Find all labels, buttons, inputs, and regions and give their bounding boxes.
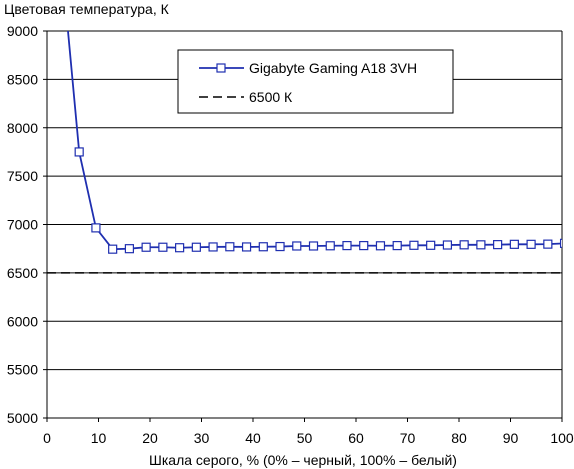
y-tick-label-6000: 6000 bbox=[7, 313, 38, 329]
x-tick-label-10: 10 bbox=[91, 430, 107, 446]
x-tick-label-50: 50 bbox=[297, 430, 313, 446]
data-point-4 bbox=[141, 242, 151, 252]
x-tick-label-80: 80 bbox=[451, 430, 467, 446]
data-point-0 bbox=[74, 147, 84, 157]
data-point-16 bbox=[342, 240, 352, 251]
data-point-1 bbox=[91, 223, 101, 233]
y-tick-label-8000: 8000 bbox=[7, 120, 38, 136]
y-tick-label-6500: 6500 bbox=[7, 265, 38, 281]
y-tick-label-7000: 7000 bbox=[7, 217, 38, 233]
data-point-15 bbox=[325, 241, 335, 251]
legend-box bbox=[177, 49, 454, 114]
data-point-10 bbox=[241, 242, 252, 252]
y-tick-label-5500: 5500 bbox=[7, 362, 38, 378]
data-point-29 bbox=[559, 238, 562, 248]
data-point-12 bbox=[275, 241, 285, 252]
data-point-14 bbox=[308, 241, 319, 251]
data-point-3 bbox=[124, 244, 135, 254]
y-tick-label-5000: 5000 bbox=[7, 410, 38, 426]
data-point-27 bbox=[526, 239, 536, 249]
data-point-24 bbox=[476, 240, 486, 250]
x-tick-label-100: 100 bbox=[550, 430, 574, 446]
plot-series bbox=[47, 31, 562, 274]
data-point-17 bbox=[359, 240, 369, 251]
data-point-19 bbox=[392, 240, 402, 251]
x-tick-label-0: 0 bbox=[43, 430, 51, 446]
data-point-23 bbox=[459, 240, 469, 250]
x-tick-labels: 0 10 20 30 40 50 60 70 80 90 100 bbox=[43, 418, 574, 446]
x-tick-label-20: 20 bbox=[142, 430, 158, 446]
y-axis-label: Цветовая температура, К bbox=[4, 1, 170, 17]
x-tick-label-30: 30 bbox=[194, 430, 210, 446]
x-tick-label-60: 60 bbox=[348, 430, 364, 446]
data-point-5 bbox=[158, 242, 168, 252]
data-point-22 bbox=[442, 240, 453, 250]
data-point-20 bbox=[409, 240, 419, 250]
data-point-26 bbox=[509, 239, 519, 249]
data-point-2 bbox=[108, 244, 118, 254]
legend-label-gigabyte: Gigabyte Gaming A18 3VH bbox=[249, 60, 417, 76]
y-tick-label-9000: 9000 bbox=[7, 23, 38, 39]
data-point-13 bbox=[292, 241, 302, 251]
data-point-11 bbox=[258, 242, 268, 252]
x-tick-label-90: 90 bbox=[503, 430, 519, 446]
x-tick-label-70: 70 bbox=[400, 430, 416, 446]
data-point-8 bbox=[208, 242, 218, 252]
legend-swatch-marker-gigabyte bbox=[216, 63, 226, 73]
x-tick-label-40: 40 bbox=[245, 430, 261, 446]
legend: Gigabyte Gaming A18 3VH 6500 К bbox=[177, 49, 454, 114]
legend-label-6500: 6500 К bbox=[249, 89, 293, 105]
data-point-28 bbox=[543, 239, 553, 249]
data-point-9 bbox=[225, 242, 235, 252]
x-axis-label: Шкала серого, % (0% – черный, 100% – бел… bbox=[149, 452, 457, 468]
data-point-18 bbox=[375, 241, 386, 251]
data-point-21 bbox=[426, 240, 436, 250]
y-tick-labels: 5000 5500 6000 6500 7000 7500 8000 8500 9000 bbox=[7, 23, 47, 426]
data-point-7 bbox=[191, 242, 201, 252]
data-point-6 bbox=[175, 243, 185, 253]
data-point-25 bbox=[493, 240, 503, 250]
y-tick-label-8500: 8500 bbox=[7, 71, 38, 87]
y-tick-label-7500: 7500 bbox=[7, 168, 38, 184]
